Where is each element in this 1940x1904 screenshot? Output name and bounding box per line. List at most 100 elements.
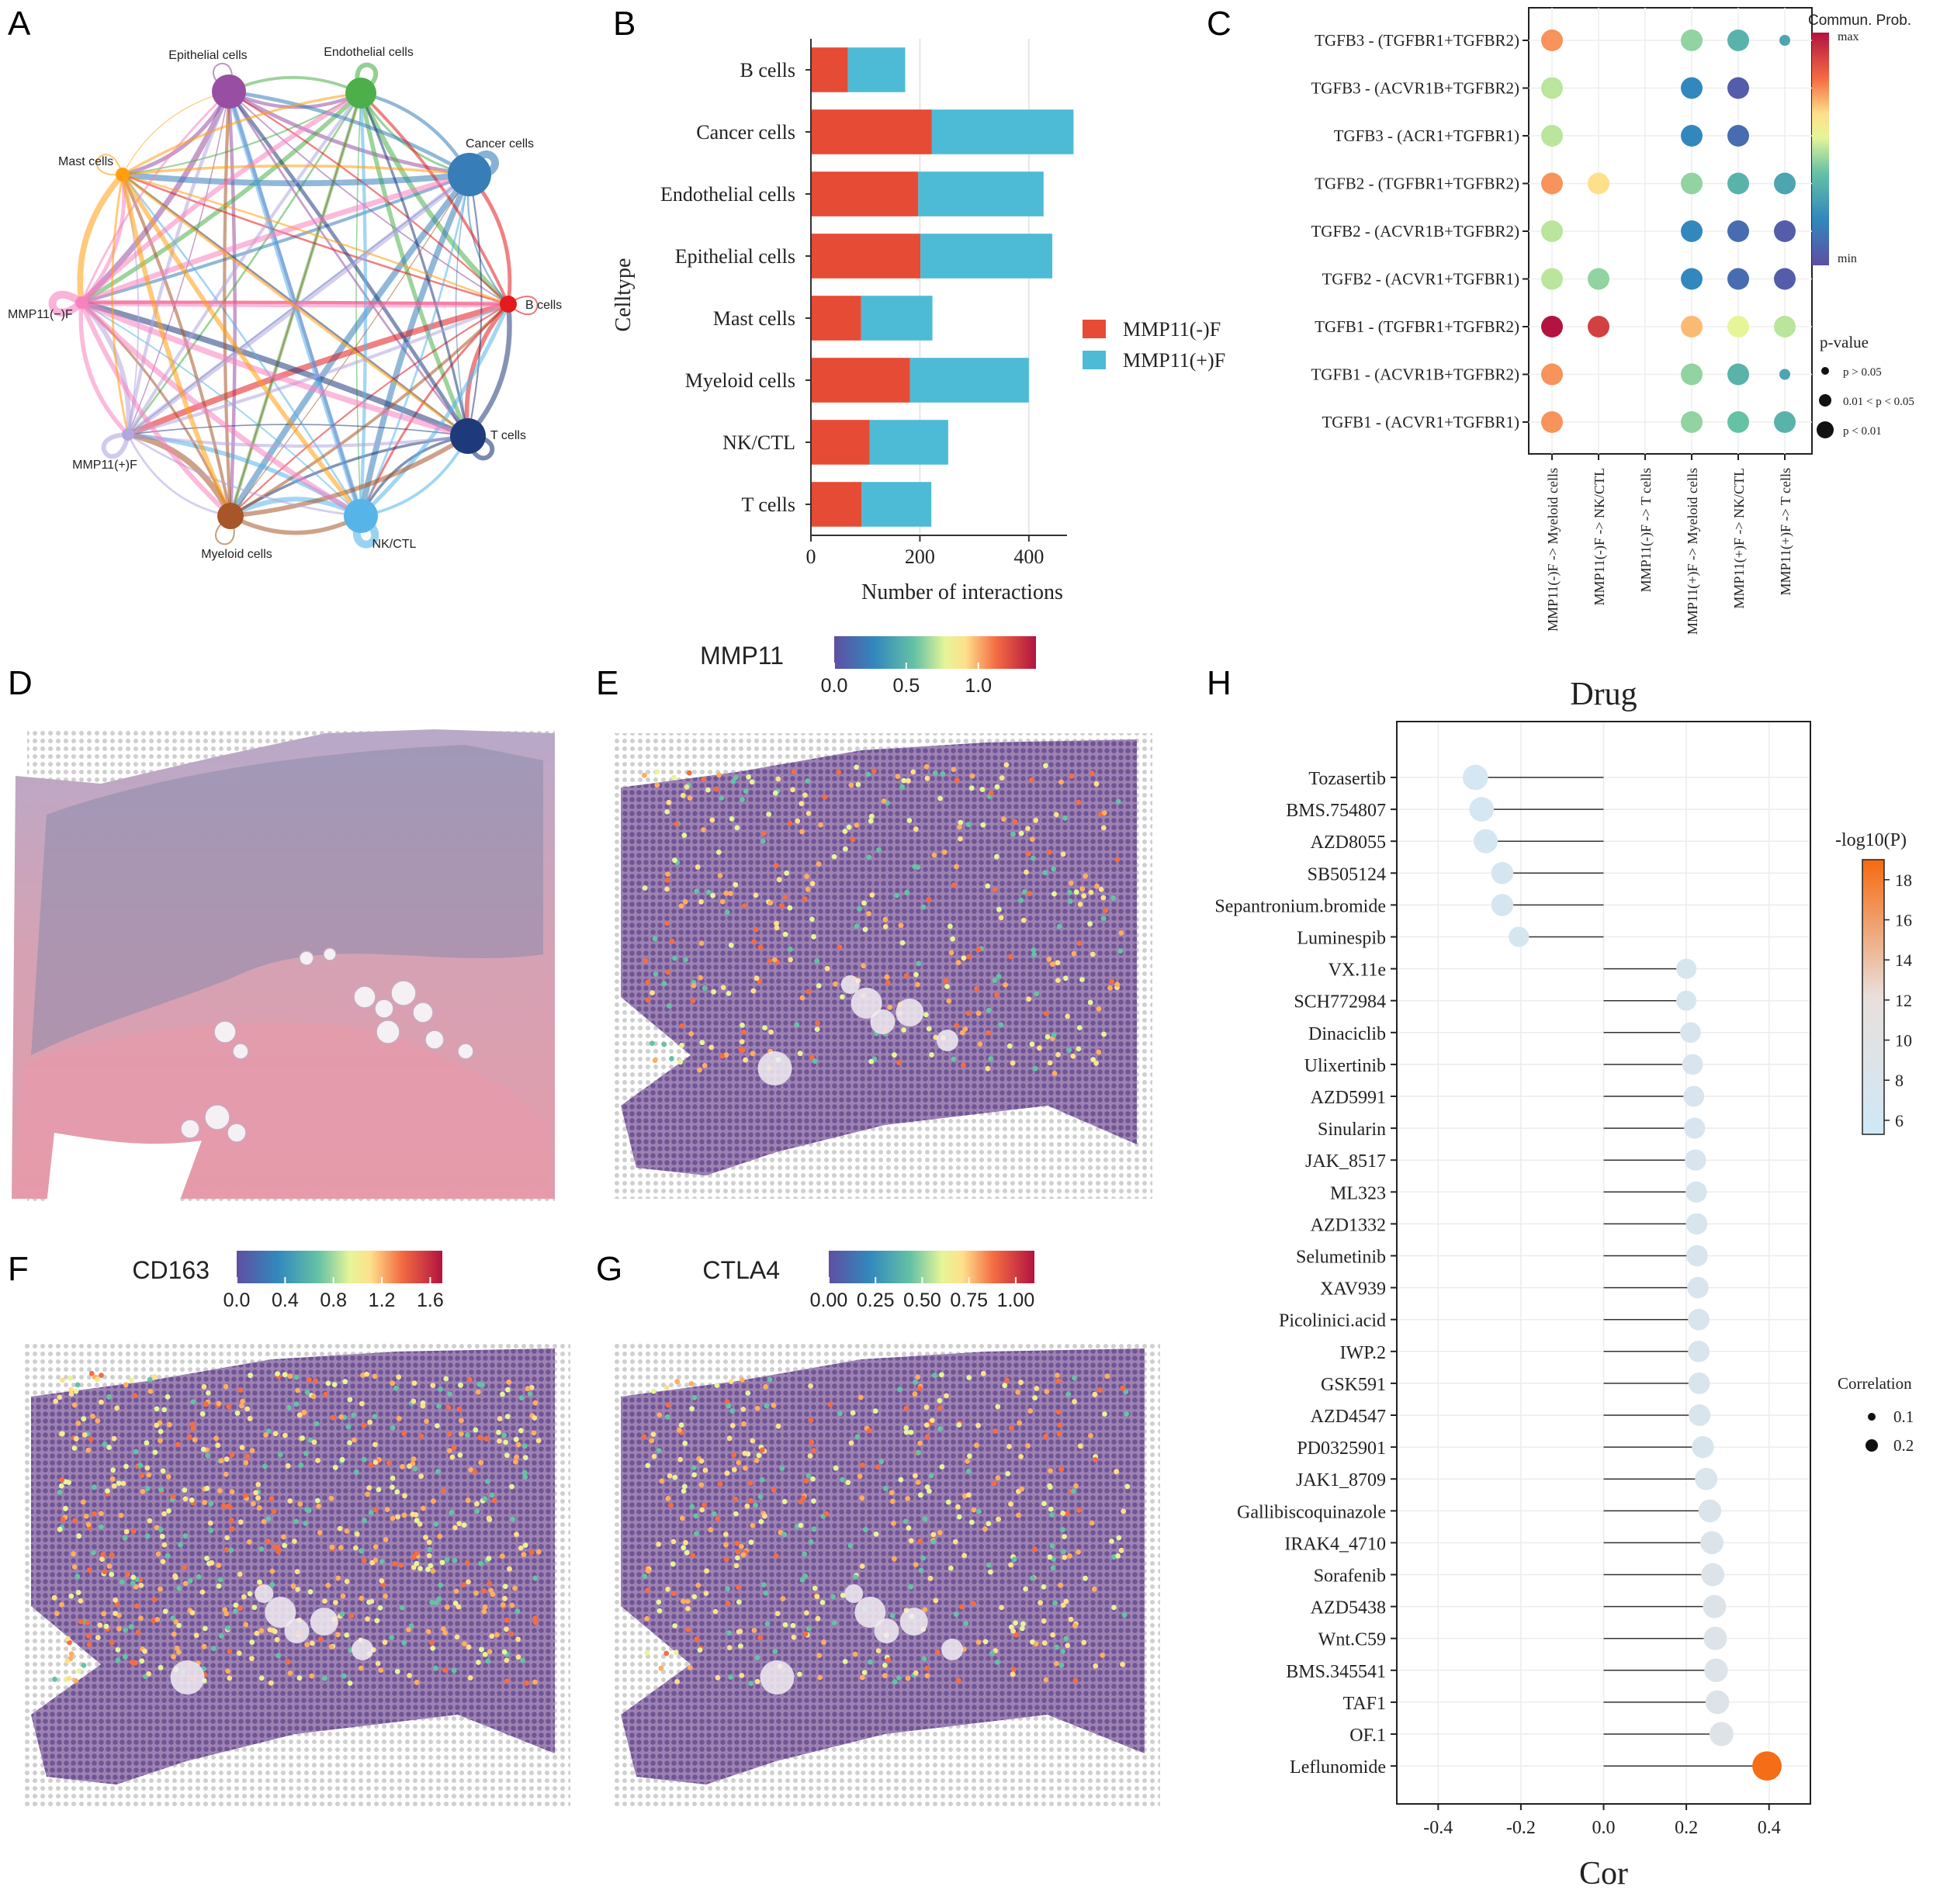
expression-spot [747,1480,753,1486]
expression-spot [344,1579,350,1584]
expression-spot [994,784,1000,790]
expression-spot [1050,961,1055,967]
expression-spot [1062,1534,1067,1539]
expression-spot [1017,1420,1023,1426]
expression-spot [176,1650,182,1655]
expression-spot [1034,1386,1040,1391]
expression-spot [204,1556,210,1561]
expression-spot [866,854,872,860]
expression-spot [441,1488,446,1494]
expression-spot [1124,1411,1130,1417]
expression-spot [899,940,906,946]
expression-spot [342,1379,348,1385]
expression-spot [882,1663,888,1668]
expression-spot [521,1552,527,1558]
expression-spot [71,1564,78,1570]
expression-spot [518,1428,524,1434]
expression-spot [1107,985,1113,991]
expression-spot [466,1579,471,1585]
expression-spot [438,1582,444,1588]
expression-spot [860,1463,865,1468]
expression-spot [330,1414,336,1421]
expression-spot [672,1623,678,1629]
expression-spot [515,1442,521,1448]
panel-letter-h: H [1207,664,1232,702]
drug-label: BMS.345541 [1286,1662,1386,1682]
expression-spot [316,1504,322,1509]
expression-spot [115,1657,121,1663]
network-edge [228,75,362,95]
expression-spot [733,1563,740,1569]
expression-spot [307,1376,312,1383]
expression-spot [956,1422,962,1428]
expression-spot [161,1542,168,1548]
expression-spot [332,1465,338,1470]
expression-spot [504,1452,510,1459]
expression-spot [950,936,956,942]
expression-spot [1055,1373,1060,1378]
expression-spot [728,1379,734,1384]
expression-spot [857,1394,864,1400]
expression-spot [845,1480,851,1486]
expression-spot [994,853,999,860]
drug-label: AZD1332 [1311,1215,1386,1235]
expression-spot [882,916,889,923]
gene-label: CTLA4 [702,1256,780,1284]
expression-spot [134,1603,140,1609]
expression-spot [151,1597,158,1603]
drug-label: Gallibiscoquinazole [1237,1502,1386,1522]
lollipop-head [1676,958,1697,979]
expression-spot [171,1653,176,1660]
expression-spot [673,1650,679,1655]
expression-spot [1051,1071,1058,1076]
expression-spot [407,1463,412,1470]
expression-spot [993,992,999,998]
expression-spot [130,1528,137,1534]
expression-spot [836,770,841,775]
expression-spot [417,1521,423,1527]
expression-spot [1114,857,1121,863]
expression-spot [805,988,812,995]
expression-spot [154,1617,161,1622]
expression-spot [818,822,823,828]
expression-spot [918,1492,923,1498]
expression-spot [88,1370,95,1376]
expression-spot [418,1473,424,1480]
expression-spot [281,1534,286,1540]
tissue-overlay [621,1348,1145,1785]
expression-spot [325,1582,331,1588]
expression-spot [694,1531,699,1537]
expression-spot [1100,825,1107,831]
expression-spot [199,1589,206,1595]
network-edge [230,434,469,518]
expression-spot [216,1400,222,1407]
expression-spot [754,1405,760,1411]
expression-spot [1044,1389,1050,1394]
expression-spot [80,1499,86,1505]
expression-spot [1051,866,1057,872]
expression-spot [515,1636,521,1643]
expression-spot [869,892,875,898]
expression-spot [116,1480,122,1487]
expression-spot [154,1422,160,1428]
gene-label: MMP11 [700,642,784,670]
network-edge [359,174,471,517]
drug-label: Picolinici.acid [1279,1311,1386,1331]
expression-spot [1088,889,1094,895]
expression-spot [390,1425,396,1431]
expression-spot [456,1521,462,1527]
expression-spot [697,1067,702,1073]
expression-spot [366,1485,372,1490]
expression-spot [695,864,701,870]
expression-spot [840,1592,846,1598]
expression-spot [875,1464,881,1470]
expression-spot [1020,917,1027,923]
category-label: Cancer cells [696,121,795,144]
expression-spot [348,1613,355,1619]
network-edge [80,171,470,306]
expression-spot [1110,895,1117,901]
expression-spot [438,1386,443,1392]
expression-spot [1058,1662,1065,1668]
colorbar-tick-label: 0.8 [320,1290,347,1311]
expression-spot [1100,916,1107,922]
